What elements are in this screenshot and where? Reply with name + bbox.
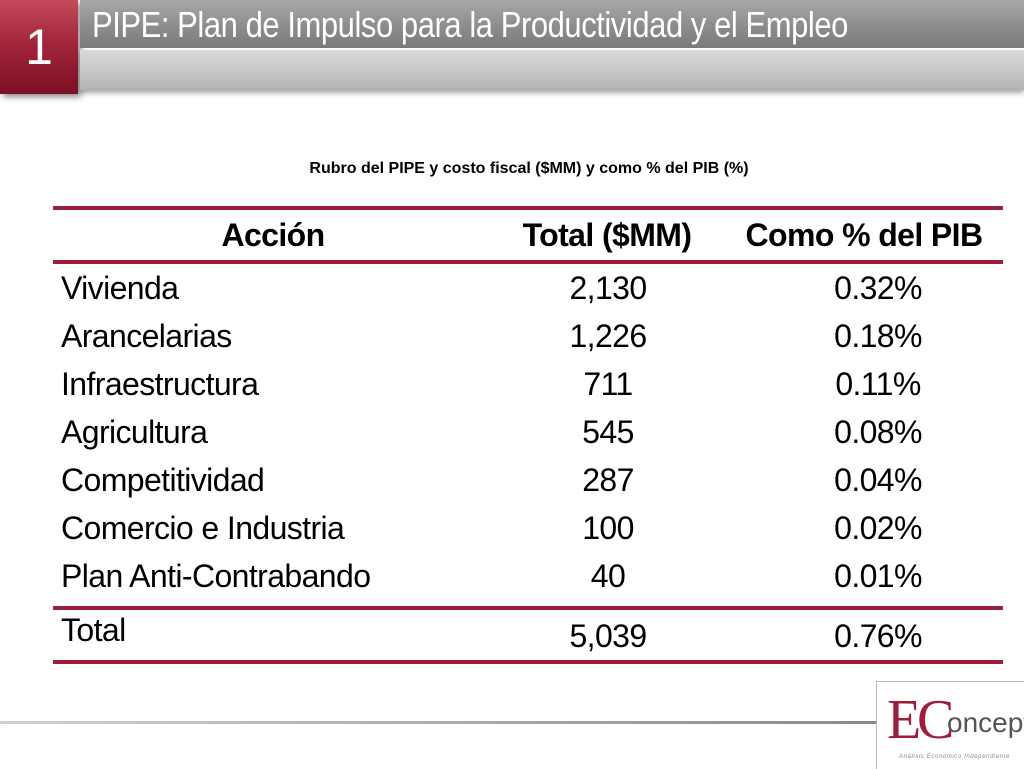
row-pct: 0.02% (834, 510, 922, 546)
logo-wordmark: oncept (947, 707, 1024, 738)
total-row-name: Total (61, 612, 126, 648)
table-row: Comercio e Industria 100 0.02% (53, 510, 1003, 558)
row-pct: 0.32% (834, 270, 922, 306)
row-pct: 0.08% (834, 414, 922, 450)
econcept-logo: E C oncept Análisis Económico Independie… (876, 681, 1024, 769)
row-pct: 0.18% (834, 318, 922, 354)
row-total: 711 (583, 366, 633, 402)
row-total: 2,130 (569, 270, 647, 306)
row-pct: 0.11% (835, 366, 921, 402)
row-name: Vivienda (61, 270, 179, 306)
table-row: Arancelarias 1,226 0.18% (53, 318, 1003, 366)
table-body: Vivienda 2,130 0.32% Arancelarias 1,226 … (53, 264, 1003, 606)
row-name: Competitividad (61, 462, 265, 498)
row-pct: 0.04% (834, 462, 922, 498)
title-bar: PIPE: Plan de Impulso para la Productivi… (80, 0, 1024, 48)
logo-letter-e: E (887, 689, 922, 751)
table-total-row: Total 5,039 0.76% (53, 610, 1003, 660)
subtitle-bar (80, 50, 1024, 90)
total-row-pct: 0.76% (834, 618, 922, 654)
row-name: Plan Anti-Contrabando (61, 558, 371, 594)
row-name: Agricultura (61, 414, 208, 450)
table-header-row: Acción Total ($MM) Como % del PIB (53, 210, 1003, 260)
logo-tagline: Análisis Económico Independiente (899, 754, 1010, 760)
table-row: Competitividad 287 0.04% (53, 462, 1003, 510)
table-top-rule (53, 206, 1003, 210)
row-name: Infraestructura (61, 366, 259, 402)
column-header-accion: Acción (221, 217, 325, 253)
table-caption: Rubro del PIPE y costo fiscal ($MM) y co… (309, 160, 749, 177)
column-header-total: Total ($MM) (522, 217, 692, 253)
logo-letter-c: C (917, 689, 955, 751)
table-row: Plan Anti-Contrabando 40 0.01% (53, 558, 1003, 606)
column-header-pct: Como % del PIB (745, 217, 984, 253)
table-bottom-rule (53, 660, 1003, 664)
table-header-rule (53, 260, 1003, 264)
row-total: 40 (590, 558, 626, 594)
row-pct: 0.01% (834, 558, 922, 594)
row-total: 545 (582, 414, 634, 450)
table-total-rule (53, 606, 1003, 610)
row-total: 1,226 (569, 318, 647, 354)
table-row: Infraestructura 711 0.11% (53, 366, 1003, 414)
table-row: Vivienda 2,130 0.32% (53, 270, 1003, 318)
row-name: Comercio e Industria (61, 510, 345, 546)
row-total: 100 (582, 510, 634, 546)
total-row-total: 5,039 (569, 618, 647, 654)
cost-table: Acción Total ($MM) Como % del PIB Vivien… (53, 206, 1003, 664)
table-row: Agricultura 545 0.08% (53, 414, 1003, 462)
slide-title: PIPE: Plan de Impulso para la Productivi… (92, 4, 848, 45)
row-total: 287 (582, 462, 634, 498)
footer-line (0, 721, 876, 724)
slide-number: 1 (0, 0, 78, 94)
row-name: Arancelarias (61, 318, 232, 354)
